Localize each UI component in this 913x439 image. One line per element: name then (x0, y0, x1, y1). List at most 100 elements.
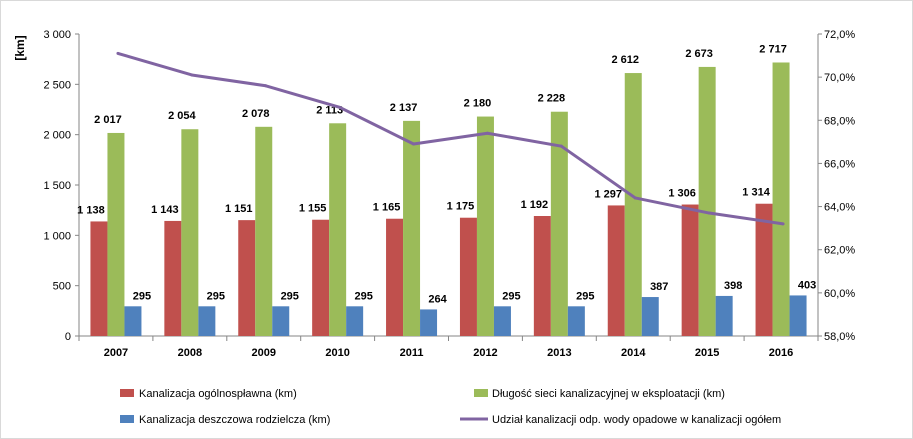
data-label-1-2012: 2 180 (464, 98, 492, 110)
data-label-2-2015: 398 (724, 280, 742, 292)
y2-tick-label: 58,0% (824, 331, 855, 343)
y2-tick-label: 60,0% (824, 288, 855, 300)
bar-0-2009 (238, 220, 256, 336)
share-point-2010 (338, 105, 342, 109)
y-tick-label: 1 000 (43, 230, 71, 242)
y-tick-label: 3 000 (43, 29, 71, 41)
x-tick-label: 2009 (252, 347, 276, 359)
x-tick-label: 2013 (547, 347, 571, 359)
bar-2-2014 (641, 297, 659, 336)
y-axis-label: [km] (13, 35, 27, 60)
data-label-1-2007: 2 017 (94, 114, 122, 126)
x-tick-label: 2008 (178, 347, 202, 359)
share-line-path (117, 51, 784, 226)
y2-tick-label: 68,0% (824, 115, 855, 127)
bar-0-2011 (386, 218, 404, 336)
legend-label-share: Udział kanalizacji odp. wody opadowe w k… (492, 414, 781, 426)
y-tick-label: 0 (65, 331, 71, 343)
bar-2-2013 (567, 306, 585, 336)
data-label-2-2008: 295 (207, 290, 225, 302)
data-label-2-2010: 295 (354, 290, 372, 302)
bar-0-2007 (90, 221, 108, 336)
share-point-2015 (707, 211, 711, 215)
data-label-0-2014: 1 297 (594, 188, 622, 200)
data-label-1-2009: 2 078 (242, 108, 270, 120)
bar-2-2011 (420, 309, 438, 336)
bar-1-2011 (403, 120, 421, 336)
y2-tick-label: 62,0% (824, 245, 855, 257)
share-point-2012 (485, 131, 489, 135)
bar-1-2013 (550, 111, 568, 337)
bar-1-2016 (772, 62, 790, 336)
bar-0-2013 (533, 216, 551, 336)
bar-2-2016 (789, 295, 807, 336)
data-label-2-2013: 295 (576, 290, 594, 302)
share-point-2008 (190, 73, 194, 77)
bar-1-2015 (698, 66, 716, 336)
y-tick-label: 2 000 (43, 130, 71, 142)
share-point-2007 (116, 51, 120, 55)
share-point-2016 (781, 222, 785, 226)
data-label-1-2015: 2 673 (685, 48, 713, 60)
bar-0-2012 (459, 217, 477, 336)
data-label-1-2013: 2 228 (538, 93, 566, 105)
data-label-0-2015: 1 306 (668, 188, 696, 200)
bar-1-2012 (476, 116, 494, 337)
bar-2-2009 (272, 306, 290, 336)
bar-1-2010 (329, 123, 347, 336)
x-tick-label: 2010 (325, 347, 349, 359)
legend-label-combined: Kanalizacja ogólnospławna (km) (139, 388, 297, 400)
x-ticks: 2007 2008 2009 2010 2011 2012 2013 2014 2015 2016 (78, 336, 819, 359)
x-tick-label: 2011 (400, 347, 424, 359)
data-label-1-2016: 2 717 (759, 43, 787, 55)
data-label-0-2016: 1 314 (742, 187, 770, 199)
data-label-0-2012: 1 175 (447, 201, 475, 213)
data-label-0-2007: 1 138 (77, 204, 105, 216)
bar-1-2014 (624, 73, 642, 337)
data-label-0-2013: 1 192 (521, 199, 549, 211)
data-labels: 1 138 1 143 1 151 1 155 1 165 1 175 1 192 1 297… (77, 43, 816, 305)
data-label-2-2007: 295 (133, 290, 151, 302)
x-tick-label: 2012 (473, 347, 497, 359)
share-line (116, 51, 785, 226)
bar-2-2010 (346, 306, 364, 336)
share-point-2014 (633, 196, 637, 200)
data-label-0-2011: 1 165 (373, 202, 401, 214)
data-label-1-2008: 2 054 (168, 110, 196, 122)
data-label-2-2011: 264 (428, 293, 447, 305)
y-ticks-left: 0 500 1 000 1 500 2 000 2 500 3 000 (43, 29, 79, 343)
y2-tick-label: 70,0% (824, 72, 855, 84)
bars (90, 62, 807, 337)
x-tick-label: 2014 (621, 347, 646, 359)
y-ticks-right: 58,0% 60,0% 62,0% 64,0% 66,0% 68,0% 70,0% 72,0% (818, 29, 855, 343)
share-point-2013 (559, 144, 563, 148)
bar-0-2015 (681, 204, 699, 336)
bar-1-2009 (255, 126, 273, 336)
y-tick-label: 2 500 (43, 79, 71, 91)
data-label-0-2009: 1 151 (225, 203, 253, 215)
data-label-2-2016: 403 (798, 279, 816, 291)
bar-1-2008 (181, 129, 199, 336)
data-label-0-2008: 1 143 (151, 204, 179, 216)
legend-label-storm: Kanalizacja deszczowa rodzielcza (km) (139, 414, 330, 426)
data-label-1-2011: 2 137 (390, 102, 418, 114)
data-label-2-2012: 295 (502, 290, 520, 302)
y2-tick-label: 64,0% (824, 202, 855, 214)
legend-swatch-network (474, 389, 488, 397)
legend: Kanalizacja ogólnospławna (km) Długość s… (120, 388, 781, 426)
data-label-2-2014: 387 (650, 281, 668, 293)
bar-2-2008 (198, 306, 216, 336)
data-label-2-2009: 295 (281, 290, 299, 302)
bar-0-2016 (755, 203, 773, 336)
x-tick-label: 2016 (769, 347, 793, 359)
share-point-2011 (412, 142, 416, 146)
bar-2-2012 (493, 306, 511, 336)
share-point-2009 (264, 84, 268, 88)
y2-tick-label: 72,0% (824, 29, 855, 41)
bar-0-2008 (164, 220, 182, 336)
data-label-1-2014: 2 612 (611, 54, 639, 66)
bar-0-2014 (607, 205, 625, 336)
legend-label-network: Długość sieci kanalizacyjnej w eksploata… (492, 388, 725, 400)
bar-0-2010 (312, 219, 330, 336)
